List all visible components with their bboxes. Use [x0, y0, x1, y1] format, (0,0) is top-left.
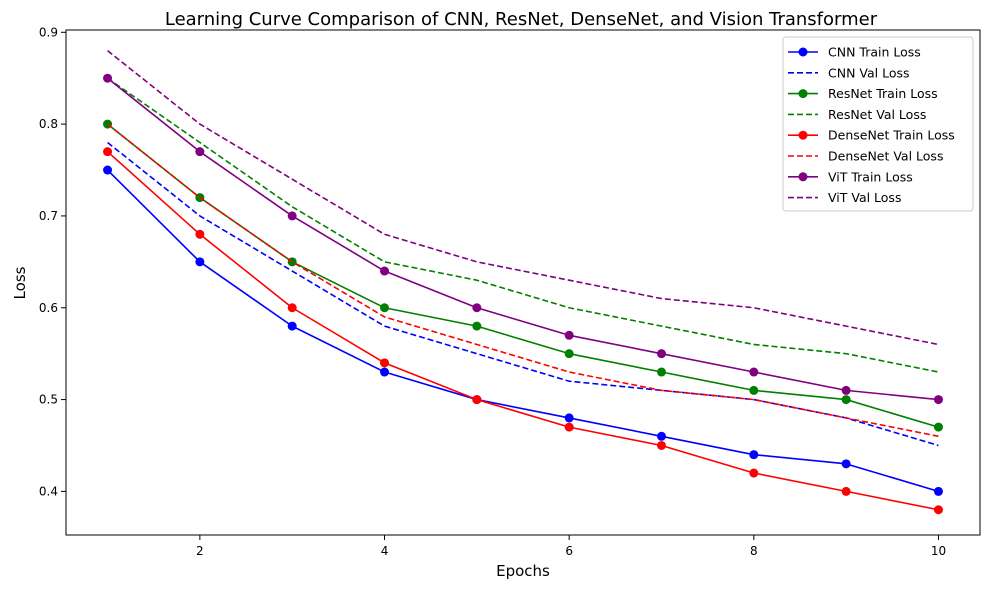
data-point	[749, 367, 759, 377]
data-point	[564, 330, 574, 340]
legend: CNN Train Loss CNN Val Loss ResNet Train L…	[782, 36, 974, 212]
data-point	[195, 257, 205, 267]
axes-frame	[65, 29, 981, 536]
data-point	[564, 349, 574, 359]
y-axis-label: Loss	[11, 266, 29, 299]
data-point	[472, 303, 482, 313]
series-cnn-val-loss	[107, 141, 939, 447]
data-point	[380, 303, 390, 313]
y-tick-label: 0.4	[39, 484, 58, 498]
data-point	[656, 440, 666, 450]
plot-area	[103, 50, 943, 515]
legend-label: ViT Val Loss	[828, 190, 901, 205]
y-tick-label: 0.7	[39, 209, 58, 223]
data-point	[841, 395, 851, 405]
series-densenet-train-loss	[103, 147, 943, 515]
legend-label: ViT Train Loss	[828, 169, 913, 184]
legend-item-densenet-train-loss: DenseNet Train Loss	[788, 128, 955, 143]
data-point	[287, 321, 297, 331]
data-point	[195, 229, 205, 239]
x-tick-label: 2	[196, 544, 204, 558]
data-point	[841, 385, 851, 395]
series-line-vit-val-loss	[107, 50, 939, 346]
y-tick-label: 0.5	[39, 393, 58, 407]
data-point	[287, 303, 297, 313]
data-point	[287, 211, 297, 221]
series-densenet-val-loss	[107, 123, 939, 438]
series-line-cnn-train-loss	[106, 169, 939, 493]
y-tick-label: 0.8	[39, 117, 58, 131]
data-point	[656, 349, 666, 359]
x-axis-ticks: 2 4 6 8 10	[196, 535, 946, 558]
data-point	[933, 395, 943, 405]
data-point	[103, 73, 113, 83]
legend-item-vit-val-loss: ViT Val Loss	[788, 190, 901, 205]
legend-item-vit-train-loss: ViT Train Loss	[788, 169, 913, 184]
legend-item-resnet-val-loss: ResNet Val Loss	[788, 107, 926, 122]
series-line-vit-train-loss	[107, 77, 939, 401]
series-resnet-val-loss	[107, 77, 939, 373]
data-point	[103, 147, 113, 157]
data-point	[472, 321, 482, 331]
data-point	[841, 459, 851, 469]
data-point	[656, 431, 666, 441]
legend-item-cnn-val-loss: CNN Val Loss	[788, 65, 910, 80]
series-line-resnet-val-loss	[107, 77, 939, 373]
x-axis-label: Epochs	[496, 562, 550, 580]
legend-label: DenseNet Train Loss	[828, 128, 955, 143]
data-point	[103, 165, 113, 175]
data-point	[564, 422, 574, 432]
y-tick-label: 0.9	[39, 25, 58, 39]
data-point	[380, 358, 390, 368]
legend-item-cnn-train-loss: CNN Train Loss	[788, 45, 921, 60]
x-tick-label: 4	[381, 544, 389, 558]
data-point	[749, 450, 759, 460]
y-tick-label: 0.6	[39, 301, 58, 315]
legend-swatch-marker	[798, 47, 808, 57]
legend-swatch-marker	[798, 172, 808, 182]
data-point	[841, 486, 851, 496]
series-line-densenet-train-loss	[107, 151, 939, 511]
legend-label: CNN Val Loss	[828, 65, 910, 80]
legend-label: ResNet Train Loss	[828, 86, 938, 101]
legend-box	[782, 36, 974, 212]
chart-title: Learning Curve Comparison of CNN, ResNet…	[165, 9, 878, 30]
legend-label: ResNet Val Loss	[828, 107, 926, 122]
series-line-cnn-val-loss	[107, 141, 939, 447]
legend-item-resnet-train-loss: ResNet Train Loss	[788, 86, 938, 101]
data-point	[380, 367, 390, 377]
data-point	[749, 385, 759, 395]
data-point	[933, 505, 943, 515]
legend-label: DenseNet Val Loss	[828, 149, 943, 164]
series-cnn-train-loss	[103, 165, 943, 496]
data-point	[933, 422, 943, 432]
series-vit-val-loss	[107, 50, 939, 346]
series-vit-train-loss	[103, 73, 943, 405]
data-point	[380, 266, 390, 276]
x-tick-label: 10	[931, 544, 946, 558]
data-point	[564, 413, 574, 423]
data-point	[656, 367, 666, 377]
y-axis-ticks: 0.4 0.5 0.6 0.7 0.8 0.9	[39, 25, 66, 498]
data-point	[472, 395, 482, 405]
series-line-densenet-val-loss	[107, 123, 939, 438]
legend-label: CNN Train Loss	[828, 45, 921, 60]
data-point	[195, 147, 205, 157]
legend-swatch-marker	[798, 89, 808, 99]
legend-item-densenet-val-loss: DenseNet Val Loss	[788, 149, 943, 164]
data-point	[933, 486, 943, 496]
legend-swatch-marker	[798, 130, 808, 140]
data-point	[749, 468, 759, 478]
x-tick-label: 8	[750, 544, 758, 558]
x-tick-label: 6	[565, 544, 573, 558]
